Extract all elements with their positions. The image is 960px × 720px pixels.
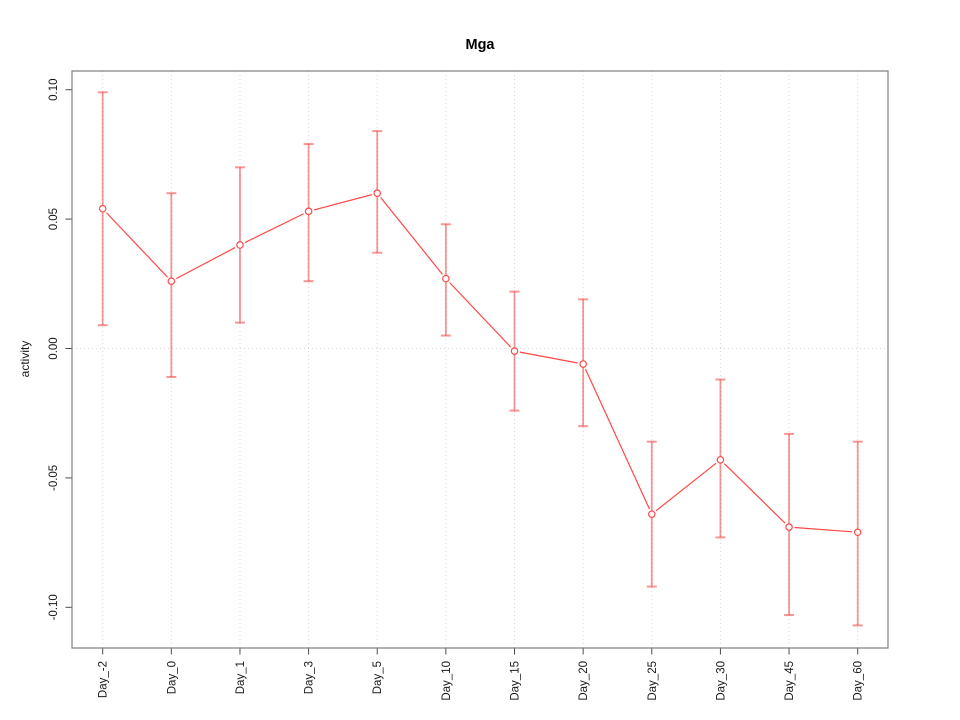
series-line-segment (380, 197, 443, 275)
data-point-marker (510, 347, 519, 355)
data-point-marker (98, 204, 107, 213)
series-line-segment (519, 351, 578, 364)
x-tick-label: Day_3 (304, 661, 316, 694)
data-point-marker (442, 274, 450, 283)
series-line-segment (584, 368, 651, 510)
x-tick-label: Day_1 (235, 661, 247, 694)
plot-border (71, 70, 889, 649)
data-point-marker (853, 528, 862, 537)
data-point-marker (579, 360, 587, 368)
y-axis-label: activity (18, 341, 32, 378)
plot-area: Day_-2 Day_0 Day_1 Day_3 Day_5 Day_10 Day_15 Da… (48, 70, 889, 701)
series-line-segment (313, 194, 373, 211)
data-point-marker (167, 277, 176, 286)
series-line-segment (106, 212, 168, 278)
data-point-marker (304, 207, 313, 216)
y-tick-label: 0.05 (48, 208, 60, 230)
x-tick-label: Day_-2 (98, 661, 110, 698)
y-tick-label: 0.00 (48, 337, 60, 359)
data-point-marker (785, 523, 793, 531)
x-tick-label: Day_0 (166, 661, 178, 694)
y-tick-label: -0.10 (48, 594, 60, 620)
series-line-segment (655, 462, 717, 512)
x-tick-label: Day_45 (784, 661, 796, 701)
data-point-marker (236, 241, 244, 249)
x-tick-label: Day_30 (715, 661, 727, 701)
series-line-segment (794, 526, 853, 533)
series-line-segment (723, 463, 786, 524)
series-line-segment (449, 282, 512, 348)
chart-title: Mga (466, 37, 496, 53)
data-point-marker (373, 189, 382, 198)
data-point-marker (716, 455, 725, 464)
series-line-segment (175, 247, 236, 280)
x-tick-label: Day_15 (510, 661, 522, 701)
y-tick-label: 0.10 (48, 79, 60, 101)
series-line-segment (244, 213, 304, 244)
x-tick-label: Day_10 (441, 661, 453, 701)
x-tick-label: Day_20 (578, 661, 590, 701)
data-point-marker (647, 510, 656, 518)
y-tick-label: -0.05 (48, 465, 60, 491)
x-tick-label: Day_5 (372, 661, 384, 694)
x-tick-label: Day_25 (647, 661, 659, 701)
x-tick-label: Day_60 (853, 661, 865, 701)
